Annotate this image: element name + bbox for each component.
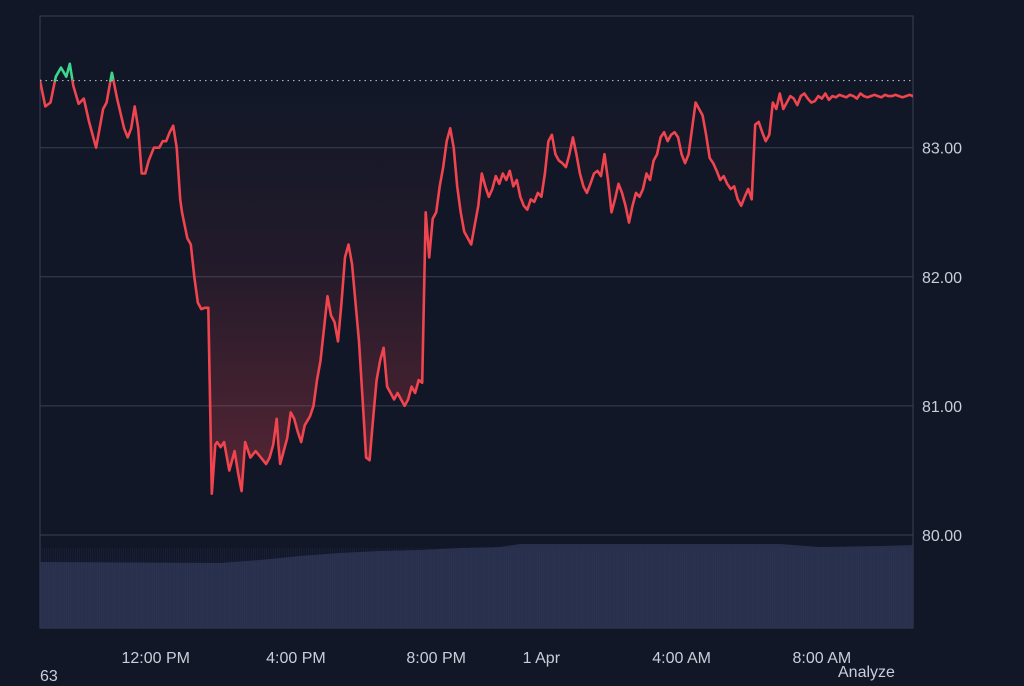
volume-area xyxy=(40,544,913,628)
price-line-segment xyxy=(112,79,913,495)
y-tick-label: 82.00 xyxy=(922,270,962,287)
x-tick-label: 1 Apr xyxy=(523,650,561,667)
x-tick-label: 12:00 PM xyxy=(121,650,189,667)
x-tick-label: 8:00 AM xyxy=(792,650,851,667)
price-line-segment xyxy=(109,71,115,82)
price-line xyxy=(40,62,913,495)
price-area xyxy=(40,80,913,494)
price-line-segment xyxy=(40,79,57,108)
volume-bars xyxy=(39,544,913,628)
y-tick-label: 83.00 xyxy=(922,141,962,158)
footer-left-text: 63 xyxy=(40,668,58,685)
analyze-link[interactable]: Analyze xyxy=(838,664,895,681)
x-axis: 12:00 PM 4:00 PM 8:00 PM 1 Apr 4:00 AM 8:00 A… xyxy=(121,650,851,667)
y-tick-label: 81.00 xyxy=(922,399,962,416)
area-fill xyxy=(40,80,913,494)
x-tick-label: 4:00 AM xyxy=(652,650,711,667)
x-tick-label: 4:00 PM xyxy=(266,650,326,667)
y-axis: 83.00 82.00 81.00 80.00 xyxy=(922,141,962,545)
price-line-segment xyxy=(53,62,74,82)
y-tick-label: 80.00 xyxy=(922,528,962,545)
price-line-segment xyxy=(71,79,112,149)
x-tick-label: 8:00 PM xyxy=(406,650,466,667)
